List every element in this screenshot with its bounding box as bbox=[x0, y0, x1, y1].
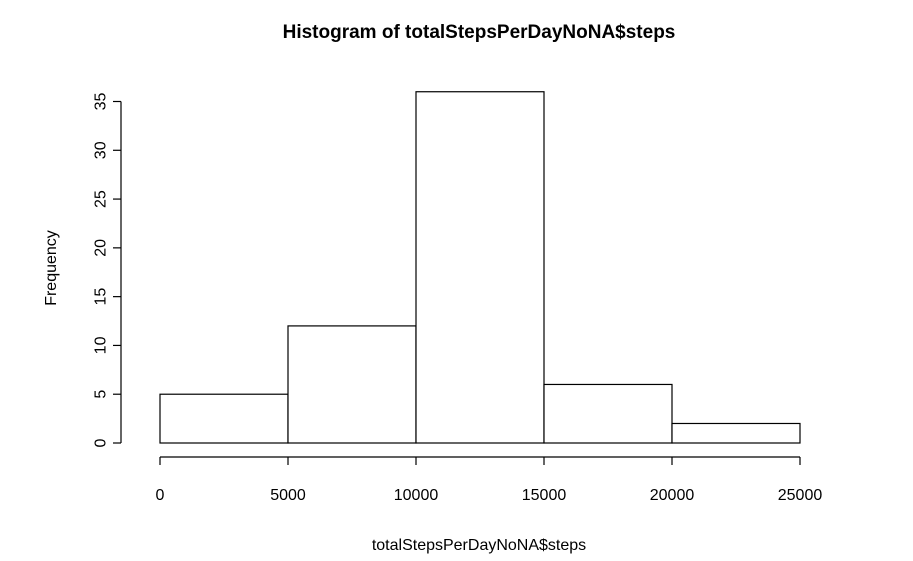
y-axis: 0 5 10 15 20 25 30 35 bbox=[93, 93, 122, 447]
y-tick-label: 0 bbox=[93, 438, 110, 447]
y-tick-label: 5 bbox=[93, 390, 110, 399]
histogram-bar bbox=[543, 383, 673, 444]
x-tick-label: 0 bbox=[156, 487, 165, 504]
x-axis: 0 5000 10000 15000 20000 25000 bbox=[156, 456, 823, 504]
x-tick-label: 25000 bbox=[778, 487, 823, 504]
histogram-bar bbox=[159, 393, 289, 444]
x-tick-label: 15000 bbox=[522, 487, 567, 504]
y-tick-label: 20 bbox=[93, 239, 110, 257]
y-tick-label: 35 bbox=[93, 93, 110, 111]
y-tick-label: 10 bbox=[93, 336, 110, 354]
bars-group bbox=[159, 91, 801, 444]
chart-title: Histogram of totalStepsPerDayNoNA$steps bbox=[283, 22, 676, 43]
x-tick-label: 10000 bbox=[394, 487, 439, 504]
y-tick-label: 25 bbox=[93, 190, 110, 208]
y-axis-label: Frequency bbox=[43, 230, 60, 306]
histogram-bar bbox=[415, 91, 545, 444]
y-tick-label: 30 bbox=[93, 141, 110, 159]
histogram-bar bbox=[671, 422, 801, 444]
x-tick-label: 20000 bbox=[650, 487, 695, 504]
x-axis-label: totalStepsPerDayNoNA$steps bbox=[372, 537, 586, 554]
x-tick-label: 5000 bbox=[270, 487, 306, 504]
histogram-bar bbox=[287, 325, 417, 444]
y-tick-label: 15 bbox=[93, 288, 110, 306]
